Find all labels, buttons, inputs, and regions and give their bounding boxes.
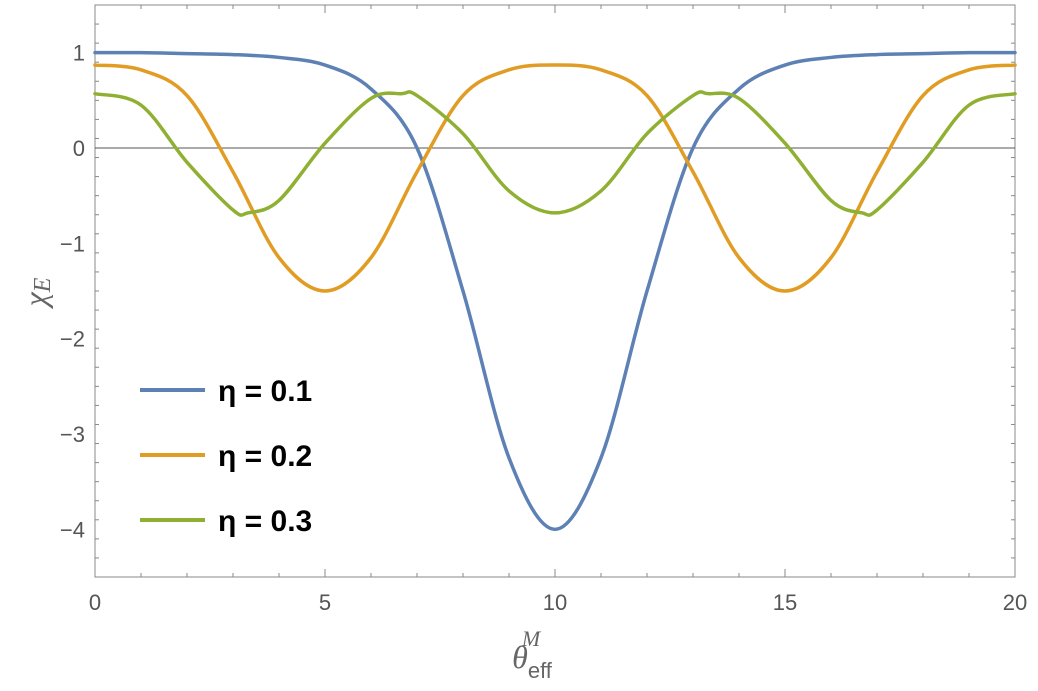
- x-tick-label: 15: [773, 590, 797, 615]
- series-lines: [93, 50, 1017, 532]
- legend-label-2: η = 0.2: [218, 440, 312, 473]
- y-tick-label: −2: [60, 327, 85, 352]
- x-axis-title-main: θ: [512, 639, 528, 675]
- y-tick-label: −4: [60, 517, 85, 542]
- x-tick-label: 5: [319, 590, 331, 615]
- legend-label-1: η = 0.1: [218, 375, 312, 408]
- series-line-2: [93, 63, 1017, 293]
- x-tick-label: 20: [1003, 590, 1027, 615]
- legend: η = 0.1 η = 0.2 η = 0.3: [140, 375, 312, 538]
- y-axis-title-sub: E: [30, 277, 56, 293]
- axis-ticks: [94, 4, 1016, 578]
- y-tick-label: 0: [73, 136, 85, 161]
- series-line-1: [93, 50, 1017, 532]
- y-tick-label: −3: [60, 422, 85, 447]
- y-tick-label: −1: [60, 231, 85, 256]
- x-axis-title: θeff M: [512, 626, 553, 683]
- y-axis-title-main: χ: [17, 291, 53, 309]
- x-axis-title-sup: M: [521, 626, 542, 651]
- y-axis-title: χE: [17, 277, 56, 309]
- x-tick-label: 10: [543, 590, 567, 615]
- x-axis-title-sub: eff: [528, 658, 553, 683]
- plot-frame: [94, 4, 1016, 578]
- x-tick-label: 0: [89, 590, 101, 615]
- y-tick-label: 1: [73, 41, 85, 66]
- series-line-3: [93, 90, 1017, 217]
- legend-label-3: η = 0.3: [218, 505, 312, 538]
